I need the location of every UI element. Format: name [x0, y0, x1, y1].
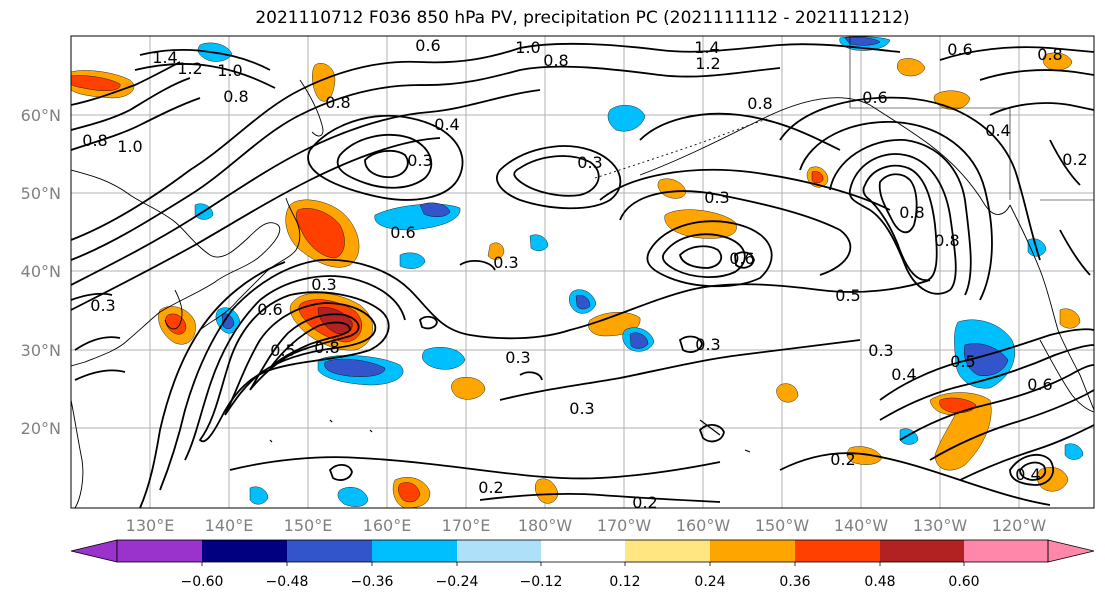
colorbar-segment: [541, 540, 625, 562]
longitude-labels: 130°E 140°E 150°E 160°E 170°E 180°W 170°…: [126, 516, 1047, 535]
contour-label: 0.4: [891, 365, 916, 384]
lon-label: 180°W: [518, 516, 573, 535]
colorbar-segment: [287, 540, 372, 562]
contour-label: 0.3: [569, 399, 594, 418]
lon-label: 170°W: [597, 516, 652, 535]
colorbar-tick-label: −0.12: [520, 574, 563, 590]
contour-label: 1.2: [177, 59, 202, 78]
colorbar-segment: [880, 540, 964, 562]
contour-label: 0.3: [695, 335, 720, 354]
colorbar-segment: [625, 540, 710, 562]
lat-label: 40°N: [21, 262, 61, 281]
lat-label: 30°N: [21, 341, 61, 360]
colorbar-tick-label: −0.60: [181, 574, 224, 590]
colorbar-segment: [964, 540, 1048, 562]
contour-label: 0.4: [434, 115, 459, 134]
contour-label: 0.6: [257, 300, 282, 319]
contour-label: 0.3: [90, 296, 115, 315]
lon-label: 150°W: [755, 516, 810, 535]
lon-label: 160°E: [363, 516, 412, 535]
contour-label: 0.6: [947, 40, 972, 59]
contour-label: 1.2: [695, 54, 720, 73]
contour-label: 0.2: [478, 478, 503, 497]
colorbar-segment: [202, 540, 287, 562]
lat-label: 20°N: [21, 419, 61, 438]
contour-label: 0.3: [505, 348, 530, 367]
contour-label: 1.4: [152, 48, 177, 67]
lon-label: 140°W: [834, 516, 889, 535]
contour-label: 0.2: [1062, 150, 1087, 169]
colorbar-tick-label: −0.36: [351, 574, 394, 590]
contour-label: 0.3: [577, 153, 602, 172]
lat-label: 50°N: [21, 184, 61, 203]
colorbar-segment: [372, 540, 457, 562]
contour-label: 0.6: [1027, 375, 1052, 394]
contour-label: 0.8: [747, 94, 772, 113]
contour-label: 0.4: [1015, 465, 1040, 484]
colorbar-tick-label: −0.48: [266, 574, 309, 590]
contour-label: 0.5: [270, 341, 295, 360]
contour-label: 0.5: [950, 352, 975, 371]
contour-label: 0.3: [493, 253, 518, 272]
lon-label: 170°E: [442, 516, 491, 535]
contour-label: 0.8: [314, 338, 339, 357]
contour-label: 1.0: [117, 137, 142, 156]
colorbar-extend-left: [71, 540, 117, 562]
colorbar-tick-label: −0.24: [436, 574, 479, 590]
contour-label: 0.8: [223, 87, 248, 106]
contour-label: 0.8: [934, 231, 959, 250]
contour-label: 0.6: [390, 223, 415, 242]
colorbar-tick-label: 0.24: [694, 574, 725, 590]
colorbar-segment: [795, 540, 880, 562]
colorbar-tick-label: 0.36: [779, 574, 810, 590]
map-panel: 1.4 1.2 1.0 0.8 0.6 1.0 0.8 1.4 1.2 0.6 …: [71, 36, 1094, 512]
colorbar-segment: [457, 540, 541, 562]
contour-label: 0.8: [899, 203, 924, 222]
lon-label: 120°W: [992, 516, 1047, 535]
contour-label: 0.3: [407, 151, 432, 170]
colorbar-tick-label: 0.48: [864, 574, 895, 590]
contour-label: 0.5: [835, 286, 860, 305]
contour-label: 0.8: [543, 51, 568, 70]
contour-label: 0.6: [729, 249, 754, 268]
contour-label: 0.8: [325, 93, 350, 112]
colorbar-tick-label: 0.60: [948, 574, 979, 590]
colorbar: −0.60 −0.48 −0.36 −0.24 −0.12 0.12 0.24 …: [71, 540, 1094, 590]
lat-label: 60°N: [21, 106, 61, 125]
contour-label: 0.6: [862, 88, 887, 107]
colorbar-segment: [117, 540, 202, 562]
contour-label: 0.3: [868, 341, 893, 360]
lon-label: 130°W: [913, 516, 968, 535]
contour-label: 0.3: [311, 275, 336, 294]
contour-label: 0.8: [1037, 45, 1062, 64]
contour-label: 1.0: [217, 61, 242, 80]
lon-label: 140°E: [205, 516, 254, 535]
colorbar-tick-label: 0.12: [609, 574, 640, 590]
lon-label: 130°E: [126, 516, 175, 535]
lon-label: 160°W: [676, 516, 731, 535]
contour-label: 1.0: [515, 38, 540, 57]
colorbar-extend-right: [1048, 540, 1094, 562]
colorbar-segment: [710, 540, 795, 562]
contour-label: 0.8: [82, 131, 107, 150]
contour-label: 0.2: [830, 450, 855, 469]
contour-label: 0.2: [632, 493, 657, 512]
latitude-labels: 60°N 50°N 40°N 30°N 20°N: [21, 106, 61, 438]
contour-label: 0.4: [985, 121, 1010, 140]
contour-label: 0.3: [704, 188, 729, 207]
lon-label: 150°E: [284, 516, 333, 535]
contour-label: 0.6: [415, 36, 440, 55]
